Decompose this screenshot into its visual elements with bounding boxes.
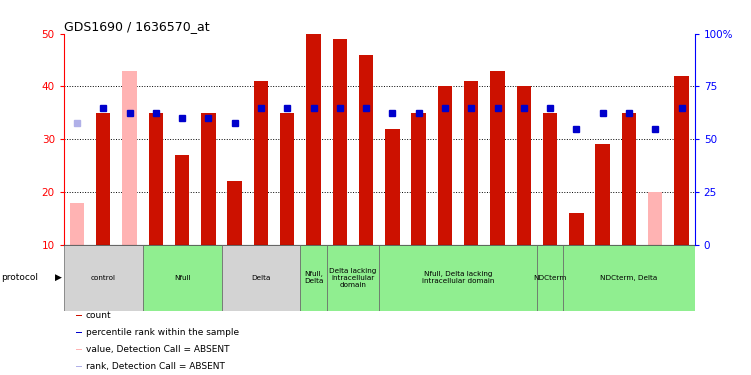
Bar [77, 332, 82, 333]
Bar [201, 113, 216, 245]
Bar [175, 155, 189, 245]
Bar [543, 113, 557, 245]
Text: Nfull, Delta lacking
intracellular domain: Nfull, Delta lacking intracellular domai… [422, 272, 494, 284]
Text: protocol: protocol [1, 273, 38, 282]
Bar [517, 87, 531, 245]
Bar [306, 34, 321, 245]
FancyBboxPatch shape [563, 245, 695, 311]
Bar [648, 192, 662, 245]
Text: count: count [86, 311, 111, 320]
Text: GDS1690 / 1636570_at: GDS1690 / 1636570_at [64, 20, 210, 33]
Bar [674, 76, 689, 245]
FancyBboxPatch shape [300, 245, 327, 311]
Bar [359, 55, 373, 245]
Text: Nfull: Nfull [173, 275, 191, 281]
Bar [77, 349, 82, 350]
Bar [385, 129, 400, 245]
Text: Nfull,
Delta: Nfull, Delta [304, 272, 323, 284]
Bar [77, 366, 82, 367]
Bar [412, 113, 426, 245]
Text: rank, Detection Call = ABSENT: rank, Detection Call = ABSENT [86, 362, 225, 371]
Text: value, Detection Call = ABSENT: value, Detection Call = ABSENT [86, 345, 229, 354]
Bar [464, 81, 478, 245]
FancyBboxPatch shape [379, 245, 537, 311]
Text: Delta: Delta [252, 275, 270, 281]
Bar [254, 81, 268, 245]
Text: NDCterm: NDCterm [533, 275, 567, 281]
Text: Delta lacking
intracellular
domain: Delta lacking intracellular domain [329, 268, 377, 288]
Bar [622, 113, 636, 245]
Bar [149, 113, 163, 245]
Bar [333, 39, 347, 245]
Bar [280, 113, 294, 245]
Text: ▶: ▶ [55, 273, 62, 282]
Bar [122, 70, 137, 245]
Bar [596, 144, 610, 245]
Text: NDCterm, Delta: NDCterm, Delta [600, 275, 658, 281]
Text: control: control [91, 275, 116, 281]
FancyBboxPatch shape [143, 245, 222, 311]
Bar [490, 70, 505, 245]
FancyBboxPatch shape [537, 245, 563, 311]
Bar [70, 202, 84, 245]
FancyBboxPatch shape [327, 245, 379, 311]
FancyBboxPatch shape [64, 245, 143, 311]
Bar [228, 182, 242, 245]
Bar [96, 113, 110, 245]
Bar [438, 87, 452, 245]
Bar [77, 315, 82, 316]
Text: percentile rank within the sample: percentile rank within the sample [86, 328, 239, 337]
Bar [569, 213, 584, 245]
FancyBboxPatch shape [222, 245, 300, 311]
